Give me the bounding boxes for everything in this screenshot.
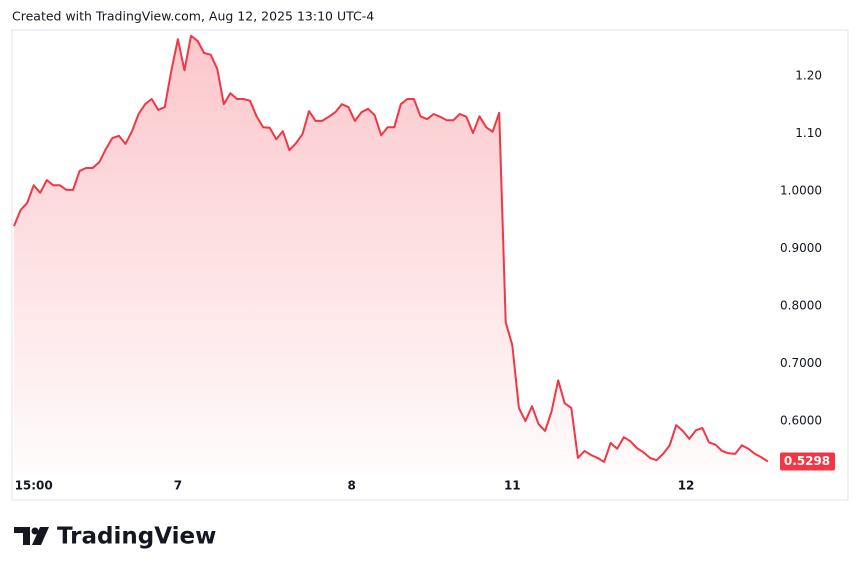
brand: TradingView <box>57 524 216 550</box>
area <box>14 35 768 471</box>
y-tick-label: 1.10 <box>795 126 822 140</box>
y-tick-label: 1.20 <box>795 69 822 83</box>
y-tick-label: 0.7000 <box>780 356 822 370</box>
line <box>13 34 769 463</box>
subtitle: Created with TradingView.com, Aug 12, 20… <box>12 9 374 24</box>
y-tick-label: 1.0000 <box>780 184 822 198</box>
logo <box>14 527 49 545</box>
x-tick-label: 12 <box>678 479 695 493</box>
y-tick-label: 0.8000 <box>780 299 822 313</box>
y-tick-label: 0.9000 <box>780 241 822 255</box>
x-tick-label: 15:00 <box>15 479 53 493</box>
chart-frame <box>11 29 849 501</box>
x-tick-label: 8 <box>347 479 355 493</box>
last-value-label: 0.5298 <box>784 454 830 468</box>
y-tick-label: 0.6000 <box>780 414 822 428</box>
x-tick-label: 7 <box>174 479 182 493</box>
last-value-box <box>780 452 835 471</box>
x-tick-label: 11 <box>504 479 521 493</box>
